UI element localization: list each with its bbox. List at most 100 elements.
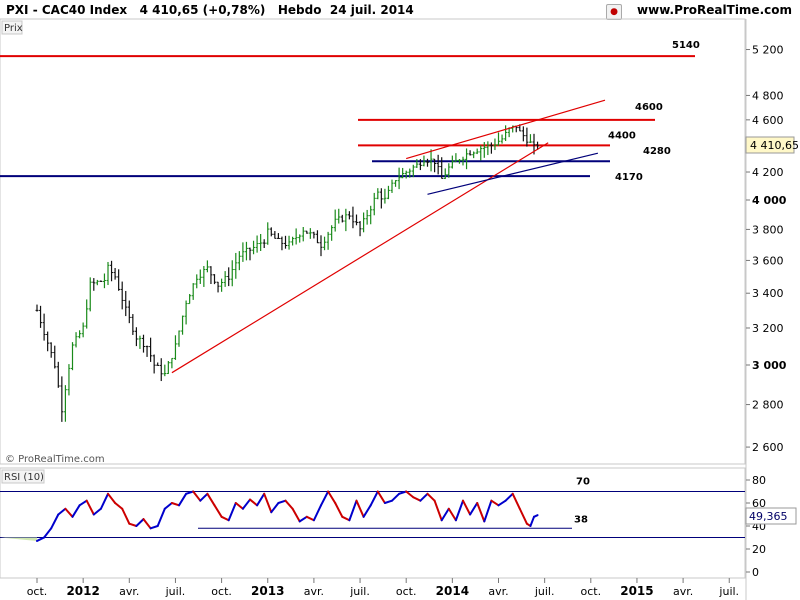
price-tick-label: 4 200 (752, 166, 784, 179)
rsi-level-label: 38 (574, 514, 588, 525)
time-tick-label: avr. (488, 585, 508, 598)
rsi-series (36, 490, 539, 542)
rsi-segment (483, 499, 493, 523)
rsi-segment (71, 504, 81, 518)
rsi-segment (78, 499, 88, 507)
rsi-segment (170, 502, 180, 507)
current-rsi-value: 49,365 (749, 510, 788, 523)
price-tick-label: 2 600 (752, 441, 784, 454)
price-level-lines[interactable]: 5140 4600 4400 4280 4170 (0, 40, 700, 183)
instrument-title: PXI - CAC40 Index (6, 3, 128, 17)
time-tick-label: oct. (27, 585, 48, 598)
time-tick-label: avr. (119, 585, 139, 598)
rsi-tick-label: 0 (752, 566, 759, 579)
rsi-segment (533, 514, 539, 518)
price-tick-label: 2 800 (752, 399, 784, 412)
time-tick-label: 2013 (251, 584, 284, 598)
rsi-segment (85, 499, 95, 516)
level-label-4170: 4170 (615, 172, 643, 183)
rsi-segment (462, 499, 472, 516)
rsi-segment (298, 515, 308, 523)
time-tick-label: oct. (211, 585, 232, 598)
rsi-segment (64, 507, 74, 518)
rsi-segment (398, 490, 408, 495)
rsi-segment (504, 492, 514, 502)
time-tick-label: oct. (581, 585, 602, 598)
timeframe[interactable]: Hebdo (277, 3, 322, 17)
price-panel-label-box[interactable] (1, 20, 23, 35)
price-tick-label: 4 000 (752, 194, 787, 207)
rsi-segment (206, 492, 216, 507)
time-tick-label: avr. (673, 585, 693, 598)
rsi-segment (433, 499, 443, 522)
rsi-segment (412, 496, 422, 502)
chart-header: PXI - CAC40 Index 4 410,65 (+0,78%) Hebd… (6, 3, 414, 17)
rsi-segment (291, 507, 301, 523)
rsi-segment (490, 499, 500, 507)
level-label-5140: 5140 (672, 40, 700, 51)
rsi-segment (92, 507, 102, 516)
rsi-segment (320, 490, 330, 507)
rsi-segment (529, 515, 535, 527)
price-tick-label: 3 000 (752, 359, 787, 372)
rsi-segment (249, 498, 259, 507)
rsi-level-lines: 70 38 (0, 477, 745, 541)
time-tick-label: 2012 (66, 584, 99, 598)
rsi-segment (334, 502, 344, 518)
rsi-segment (178, 492, 188, 507)
rsi-segment (447, 507, 457, 522)
trendline-channel-top[interactable] (406, 99, 606, 160)
price-tick-label: 3 200 (752, 322, 784, 335)
rsi-tick-label: 60 (752, 497, 766, 510)
price-tick-label: 5 200 (752, 44, 784, 57)
level-label-4600: 4600 (635, 102, 663, 113)
rsi-tick-label: 20 (752, 543, 766, 556)
rsi-segment (135, 518, 145, 527)
current-price-badge (745, 136, 795, 154)
rsi-segment (114, 502, 124, 510)
watermark: © ProRealTime.com (5, 454, 105, 465)
rsi-segment (149, 525, 159, 530)
time-tick-label: oct. (396, 585, 417, 598)
rsi-segment (57, 507, 67, 516)
price-tick-label: 4 600 (752, 114, 784, 127)
date-label: 24 juil. 2014 (329, 3, 414, 17)
last-price-change: 4 410,65 (+0,78%) (139, 3, 266, 17)
rsi-segment (369, 490, 379, 507)
trendline-channel-base[interactable] (427, 152, 599, 195)
rsi-segment (36, 536, 46, 542)
time-tick-label: avr. (304, 585, 324, 598)
price-panel-label: Prix (4, 23, 23, 34)
rsi-segment (128, 522, 138, 527)
site-label[interactable]: www.ProRealTime.com (637, 3, 792, 17)
rsi-segment (305, 515, 315, 522)
rsi-segment (107, 492, 117, 504)
trendlines[interactable] (171, 99, 606, 374)
rsi-tick-label: 80 (752, 474, 766, 487)
rsi-segment (163, 502, 173, 510)
rsi-panel-label-box[interactable] (1, 469, 45, 484)
rsi-segment (469, 502, 479, 516)
time-tick-label: juil. (534, 585, 555, 598)
rsi-panel-label: RSI (10) (4, 472, 44, 483)
rsi-segment (99, 492, 109, 510)
level-label-4400: 4400 (608, 130, 636, 141)
rsi-segment (50, 513, 60, 530)
trendline-support[interactable] (171, 142, 549, 374)
rsi-segment (419, 492, 429, 502)
current-rsi-badge (745, 507, 797, 525)
rsi-segment (213, 504, 223, 518)
rsi-segment (511, 492, 521, 510)
rsi-segment (454, 499, 464, 522)
current-price-value: 4 410,65 (750, 139, 799, 152)
rsi-segment (405, 490, 415, 499)
rsi-level-label: 70 (576, 477, 590, 488)
rsi-segment (121, 507, 131, 525)
rsi-segment (43, 527, 53, 539)
rsi-segment (355, 499, 365, 518)
time-tick-label: juil. (718, 585, 739, 598)
rsi-oversold-fill (0, 537, 37, 541)
